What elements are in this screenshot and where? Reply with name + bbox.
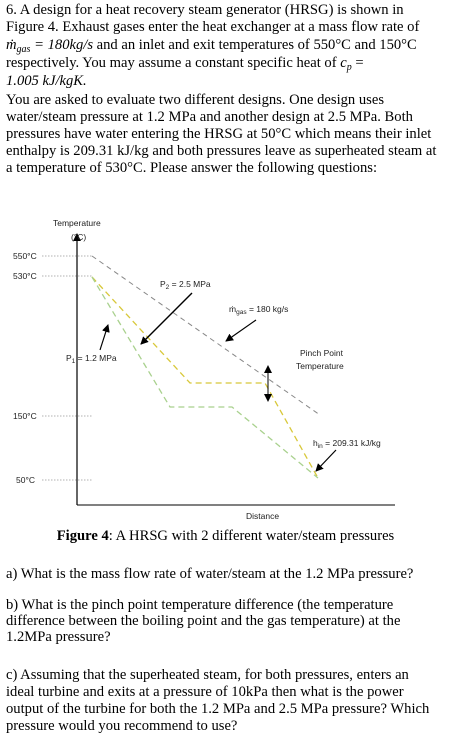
text: P bbox=[66, 353, 72, 363]
text: = 180 kg/s bbox=[247, 304, 289, 314]
subscript: gas bbox=[236, 309, 247, 316]
gas-line bbox=[91, 255, 321, 416]
y-axis-unit: (°C) bbox=[71, 232, 86, 242]
steam-line-1-2mpa bbox=[91, 276, 319, 479]
text: pressure would you recommend to use? bbox=[6, 718, 238, 734]
intro-line: Figure 4. Exhaust gases enter the heat e… bbox=[6, 19, 419, 36]
question-line: b) What is the pinch point temperature d… bbox=[6, 597, 393, 614]
text: enthalpy is 209.31 kJ/kg and both pressu… bbox=[6, 143, 437, 159]
y-axis-label: Temperature bbox=[53, 218, 101, 228]
intro-line: a temperature of 530°C. Please answer th… bbox=[6, 160, 377, 177]
intro-line: 6. A design for a heat recovery steam ge… bbox=[6, 2, 404, 19]
text: and an inlet and exit temperatures of 55… bbox=[93, 37, 417, 53]
math: 1.005 kJ/kgK bbox=[6, 73, 84, 89]
caption-text: : A HRSG with 2 different water/steam pr… bbox=[108, 528, 395, 544]
text: pressures have water entering the HRSG a… bbox=[6, 126, 432, 142]
text: P bbox=[160, 279, 166, 289]
text: difference between the boiling point and… bbox=[6, 613, 401, 629]
p2-label: P2 = 2.5 MPa bbox=[160, 279, 211, 291]
math-subscript: p bbox=[346, 62, 352, 73]
text: You are asked to evaluate two different … bbox=[6, 92, 385, 108]
intro-line: water/steam pressure at 1.2 MPa and anot… bbox=[6, 109, 413, 126]
question-line: ideal turbine and exits at a pressure of… bbox=[6, 684, 404, 701]
intro-line: ṁgas = 180kg/s and an inlet and exit tem… bbox=[6, 37, 417, 58]
question-line: output of the turbine for both the 1.2 M… bbox=[6, 701, 429, 718]
math: = 180kg/s bbox=[30, 37, 93, 53]
subscript: 1 bbox=[72, 358, 76, 365]
arrow bbox=[225, 319, 257, 342]
intro-line: pressures have water entering the HRSG a… bbox=[6, 126, 431, 143]
text: = 1.2 MPa bbox=[75, 353, 117, 363]
math: . bbox=[83, 73, 87, 89]
question-line: difference between the boiling point and… bbox=[6, 613, 400, 630]
caption: Figure 4: A HRSG with 2 different water/… bbox=[0, 528, 451, 545]
question-line: pressure would you recommend to use? bbox=[6, 718, 237, 735]
tick-label: 530°C bbox=[13, 271, 37, 281]
math: ṁ bbox=[6, 37, 17, 53]
steam-line-2-5mpa bbox=[91, 276, 319, 479]
flow-label: ṁgas = 180 kg/s bbox=[229, 304, 288, 316]
text: c) Assuming that the superheated steam, … bbox=[6, 667, 409, 683]
tick-label: 550°C bbox=[13, 251, 37, 261]
level-lines bbox=[42, 255, 92, 481]
text: a temperature of 530°C. Please answer th… bbox=[6, 160, 377, 176]
intro-line: 1.005 kJ/kgK. bbox=[6, 73, 87, 90]
text: ṁ bbox=[229, 304, 236, 314]
text: a) What is the mass flow rate of water/s… bbox=[6, 566, 414, 582]
text: 1.2MPa pressure? bbox=[6, 629, 111, 645]
math: c bbox=[340, 55, 347, 71]
text: ideal turbine and exits at a pressure of… bbox=[6, 684, 404, 700]
intro-line: respectively. You may assume a constant … bbox=[6, 55, 364, 76]
arrow bbox=[99, 324, 110, 351]
text: = 2.5 MPa bbox=[169, 279, 211, 289]
x-axis-label: Distance bbox=[246, 511, 279, 521]
tick-label: 50°C bbox=[16, 475, 35, 485]
arrow bbox=[315, 449, 337, 472]
intro-line: enthalpy is 209.31 kJ/kg and both pressu… bbox=[6, 143, 436, 160]
tick-label: 150°C bbox=[13, 411, 37, 421]
pinch-label: Pinch Point bbox=[300, 348, 344, 358]
intro-line: You are asked to evaluate two different … bbox=[6, 92, 384, 109]
pinch-label: Temperature bbox=[296, 361, 344, 371]
text: water/steam pressure at 1.2 MPa and anot… bbox=[6, 109, 413, 125]
text: Figure 4. Exhaust gases enter the heat e… bbox=[6, 19, 420, 35]
arrow bbox=[140, 292, 193, 345]
text: b) What is the pinch point temperature d… bbox=[6, 597, 394, 613]
enthalpy-label: hin = 209.31 kJ/kg bbox=[313, 438, 381, 450]
subscript: 2 bbox=[166, 284, 170, 291]
text: = 209.31 kJ/kg bbox=[323, 438, 381, 448]
question-line: 1.2MPa pressure? bbox=[6, 629, 111, 646]
math: = bbox=[351, 55, 364, 71]
subscript: in bbox=[318, 443, 323, 450]
text: respectively. You may assume a constant … bbox=[6, 55, 341, 71]
question-line: a) What is the mass flow rate of water/s… bbox=[6, 566, 413, 583]
caption-label: Figure 4 bbox=[56, 528, 109, 544]
question-line: c) Assuming that the superheated steam, … bbox=[6, 667, 409, 684]
text: 6. A design for a heat recovery steam ge… bbox=[6, 2, 404, 18]
text: h bbox=[313, 438, 318, 448]
math-subscript: gas bbox=[16, 44, 31, 55]
text: output of the turbine for both the 1.2 M… bbox=[6, 701, 430, 717]
p1-label: P1 = 1.2 MPa bbox=[66, 353, 117, 365]
